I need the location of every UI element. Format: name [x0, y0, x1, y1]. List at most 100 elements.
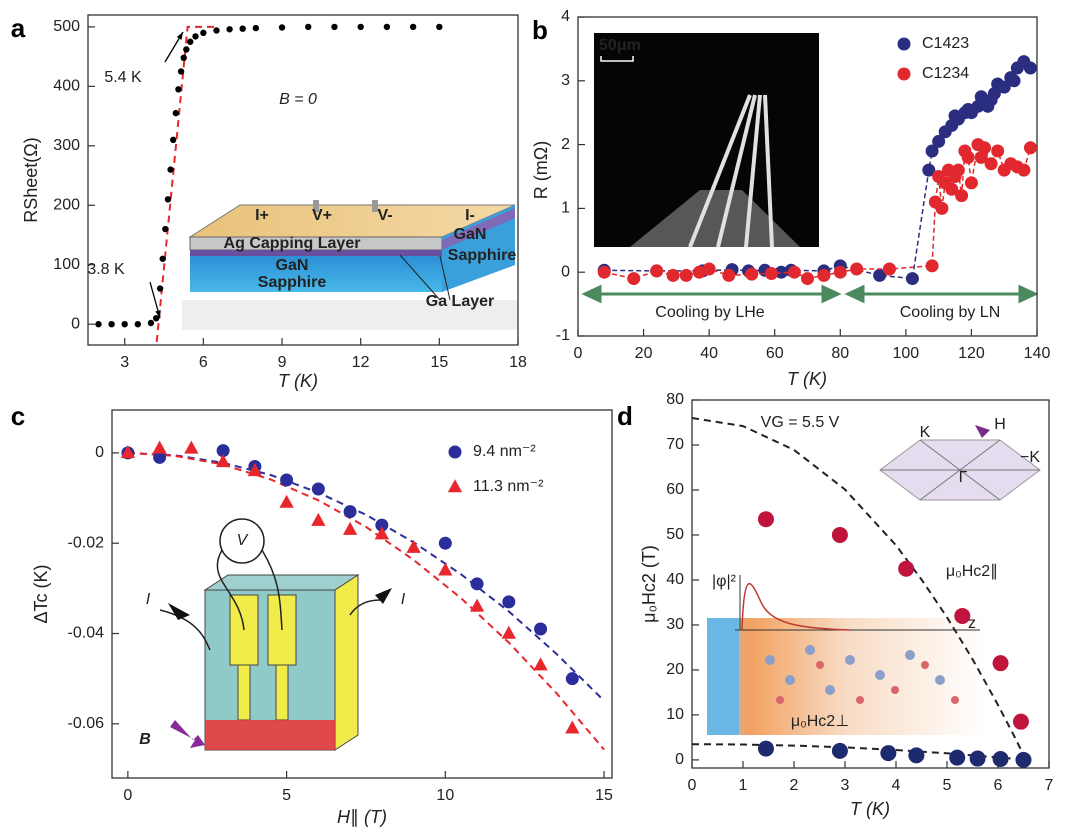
- data-point: [565, 721, 579, 734]
- x-tick-label: 2: [790, 777, 799, 794]
- data-point: [170, 137, 176, 143]
- inset-label: K: [920, 424, 931, 441]
- data-point: [991, 144, 1004, 157]
- legend-label: 9.4 nm⁻²: [473, 443, 536, 460]
- data-point: [160, 256, 166, 262]
- x-axis-title: T (K): [278, 371, 318, 391]
- data-point: [898, 561, 914, 577]
- data-point: [173, 110, 179, 116]
- inset-label: Sapphire: [448, 247, 517, 264]
- legend-marker: [898, 68, 911, 81]
- data-point: [175, 86, 181, 92]
- data-point: [627, 272, 640, 285]
- y-tick-label: 4: [561, 8, 570, 25]
- x-tick-label: 6: [199, 354, 208, 371]
- legend-label: C1423: [922, 35, 969, 52]
- legend-label: 11.3 nm⁻²: [473, 478, 544, 495]
- inset-label: |φ|²: [712, 573, 737, 590]
- data-point: [253, 25, 259, 31]
- data-point: [312, 483, 325, 496]
- data-point: [438, 562, 452, 575]
- inset-label: Γ: [959, 469, 968, 486]
- y-tick-label: 40: [666, 571, 684, 588]
- data-point: [213, 27, 219, 33]
- data-point: [178, 68, 184, 74]
- y-tick-label: 300: [53, 137, 80, 154]
- x-tick-label: 0: [574, 345, 583, 362]
- data-point: [908, 747, 924, 763]
- x-tick-label: 9: [278, 354, 287, 371]
- annotation: VG = 5.5 V: [761, 414, 840, 431]
- data-point: [935, 202, 948, 215]
- data-point: [765, 267, 778, 280]
- y-tick-label: 3: [561, 72, 570, 89]
- data-point: [978, 141, 991, 154]
- data-point: [331, 24, 337, 30]
- data-point: [817, 269, 830, 282]
- panel-label: b: [532, 15, 548, 45]
- x-tick-label: 120: [958, 345, 985, 362]
- x-tick-label: 18: [509, 354, 527, 371]
- y-tick-label: -0.02: [68, 534, 105, 551]
- data-point: [534, 622, 547, 635]
- x-tick-label: 20: [635, 345, 653, 362]
- data-point: [280, 473, 293, 486]
- data-point: [135, 321, 141, 327]
- x-tick-label: 40: [700, 345, 718, 362]
- data-point: [344, 505, 357, 518]
- inset-label: GaN: [276, 257, 309, 274]
- data-point: [667, 269, 680, 282]
- data-point: [239, 25, 245, 31]
- annotation: B = 0: [279, 91, 317, 108]
- y-tick-label: 100: [53, 256, 80, 273]
- inset-label: Ag Capping Layer: [224, 235, 361, 252]
- data-point: [357, 24, 363, 30]
- inset-label: Ga Layer: [426, 293, 494, 310]
- data-point: [122, 321, 128, 327]
- x-tick-label: 0: [688, 777, 697, 794]
- annotation: 5.4 K: [104, 69, 142, 86]
- data-point: [216, 454, 230, 467]
- y-tick-label: 400: [53, 78, 80, 95]
- x-tick-label: 5: [943, 777, 952, 794]
- y-tick-label: 1: [561, 200, 570, 217]
- data-point: [187, 39, 193, 45]
- inset-b: [594, 33, 819, 247]
- panel-label: a: [11, 13, 26, 43]
- y-tick-label: -1: [556, 327, 570, 344]
- data-point: [1013, 714, 1029, 730]
- legend-label: C1234: [922, 65, 969, 82]
- data-point: [279, 24, 285, 30]
- inset-label: B: [139, 731, 151, 748]
- data-point: [95, 321, 101, 327]
- arrow-head: [177, 32, 183, 40]
- data-point: [305, 24, 311, 30]
- x-tick-label: 4: [892, 777, 901, 794]
- data-point: [745, 268, 758, 281]
- y-tick-label: -0.06: [68, 715, 105, 732]
- data-point: [181, 55, 187, 61]
- y-tick-label: 10: [666, 706, 684, 723]
- data-point: [148, 320, 154, 326]
- data-point: [883, 263, 896, 276]
- y-tick-label: 70: [666, 436, 684, 453]
- data-point: [192, 33, 198, 39]
- inset-label: Sapphire: [258, 274, 327, 291]
- x-axis-title: T (K): [850, 799, 890, 819]
- data-point: [993, 655, 1009, 671]
- x-axis-title: T (K): [787, 369, 827, 389]
- data-point: [880, 745, 896, 761]
- annotation: μ₀Hc2∥: [946, 563, 998, 580]
- data-point: [343, 522, 357, 535]
- y-tick-label: 0: [95, 444, 104, 461]
- data-point: [970, 751, 986, 767]
- y-tick-label: 30: [666, 616, 684, 633]
- data-point: [703, 263, 716, 276]
- data-point: [949, 750, 965, 766]
- inset-label: GaN: [454, 226, 487, 243]
- legend-marker: [898, 38, 911, 51]
- data-point: [183, 46, 189, 52]
- data-point: [722, 269, 735, 282]
- annotation: Cooling by LN: [900, 304, 1001, 321]
- data-point: [162, 226, 168, 232]
